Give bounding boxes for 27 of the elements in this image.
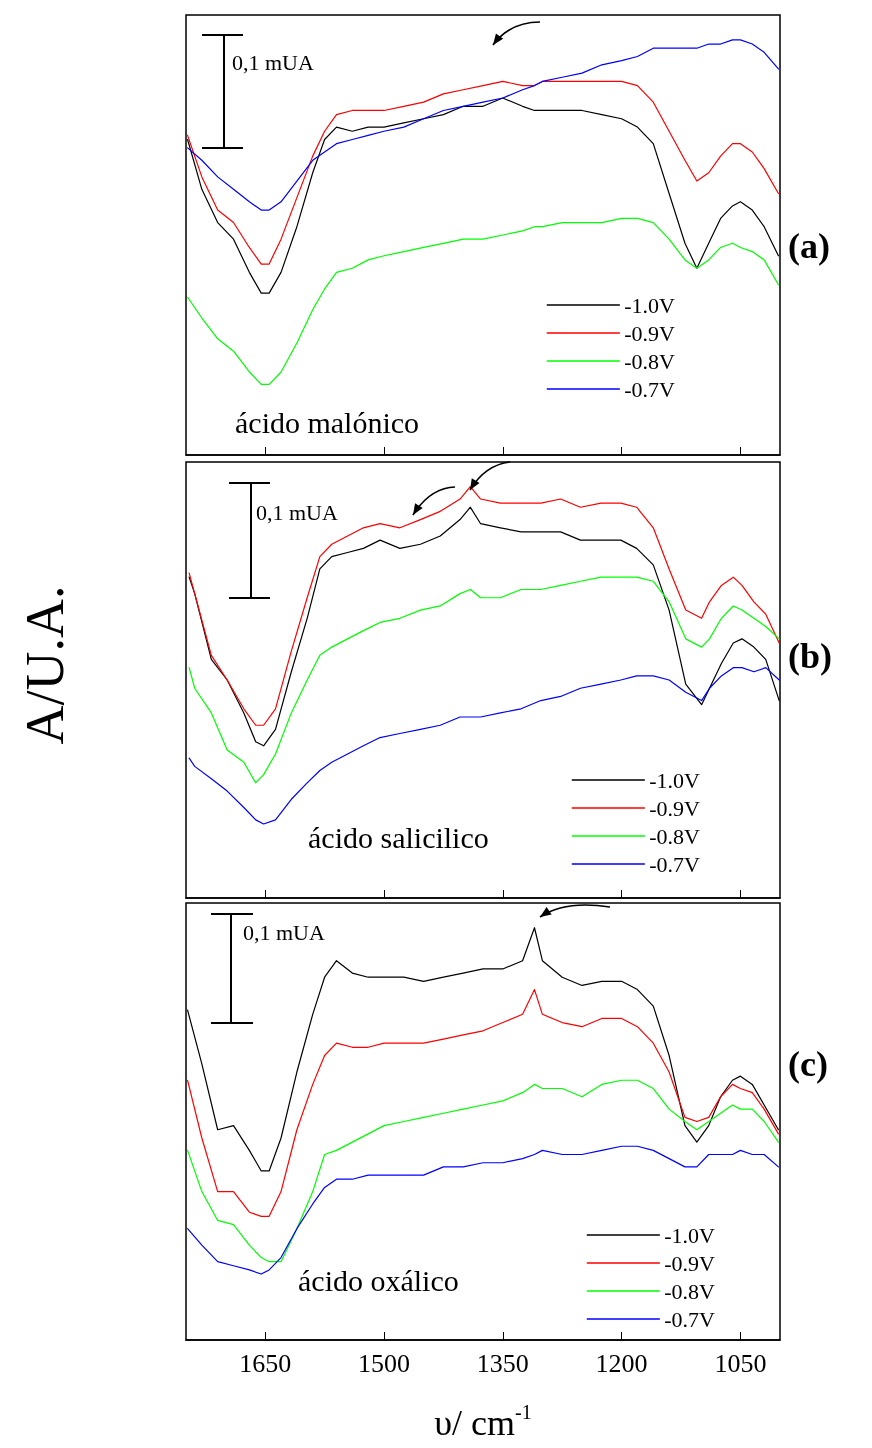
x-tick-label: 1350 bbox=[476, 1348, 529, 1378]
annotation: ácido oxálico bbox=[298, 1263, 459, 1297]
x-tick-label: 1650 bbox=[239, 1348, 292, 1378]
annotation: 0,1 mUA bbox=[232, 50, 314, 76]
annotation: ácido malónico bbox=[235, 405, 420, 439]
x-tick-label: 1050 bbox=[714, 1348, 767, 1378]
legend-label: -0.8V bbox=[664, 1278, 716, 1304]
legend-label: -0.8V bbox=[624, 348, 676, 374]
legend-label: -0.9V bbox=[624, 320, 676, 346]
annotation: ácido salicilico bbox=[308, 820, 489, 854]
text: (a) bbox=[788, 226, 830, 267]
legend-label: -0.7V bbox=[649, 851, 701, 877]
legend-label: -0.7V bbox=[624, 376, 676, 402]
legend-label: -1.0V bbox=[664, 1222, 716, 1248]
text: (c) bbox=[788, 1044, 828, 1085]
legend-label: -1.0V bbox=[624, 292, 676, 318]
legend-label: -0.9V bbox=[649, 795, 701, 821]
y-axis-title: A/U.A. bbox=[15, 585, 75, 745]
text: (b) bbox=[788, 636, 832, 677]
legend-label: -0.7V bbox=[664, 1306, 716, 1332]
x-tick-label: 1200 bbox=[595, 1348, 648, 1378]
legend-label: -1.0V bbox=[649, 767, 701, 793]
annotation: 0,1 mUA bbox=[243, 920, 325, 946]
x-tick-label: 1500 bbox=[358, 1348, 410, 1378]
legend-label: -0.9V bbox=[664, 1250, 716, 1276]
annotation: 0,1 mUA bbox=[256, 500, 338, 526]
legend-label: -0.8V bbox=[649, 823, 701, 849]
